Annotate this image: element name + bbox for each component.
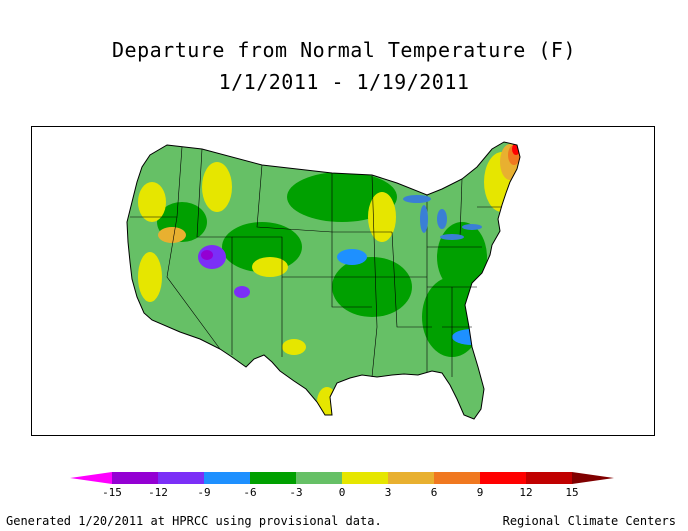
legend-tick-label: -6 (243, 486, 257, 499)
generated-note: Generated 1/20/2011 at HPRCC using provi… (6, 514, 382, 528)
map-date-range: 1/1/2011 - 1/19/2011 (218, 70, 470, 94)
legend-swatch (526, 472, 572, 484)
legend-tick-label: 0 (338, 486, 346, 499)
legend-swatch (434, 472, 480, 484)
legend-swatch (158, 472, 204, 484)
legend-swatch (204, 472, 250, 484)
map-title: Departure from Normal Temperature (F) (111, 38, 577, 62)
legend-tick-label: 9 (476, 486, 484, 499)
legend-swatch (112, 472, 158, 484)
legend-tick-label: -12 (148, 486, 168, 499)
great-lakes (403, 195, 482, 240)
legend-swatch-low (70, 472, 112, 484)
state-borders (130, 146, 502, 378)
legend-tick-label: 12 (519, 486, 533, 499)
color-legend (70, 472, 614, 484)
legend-tick-label: -15 (102, 486, 122, 499)
legend-swatch (388, 472, 434, 484)
us-outline (126, 141, 521, 420)
legend-swatch (480, 472, 526, 484)
legend-swatch (342, 472, 388, 484)
legend-swatch (250, 472, 296, 484)
legend-tick-label: -3 (289, 486, 303, 499)
legend-tick-label: 6 (430, 486, 438, 499)
legend-swatch (296, 472, 342, 484)
source-credit: Regional Climate Centers (502, 514, 676, 528)
legend-swatch-high (572, 472, 614, 484)
legend-tick-label: 3 (384, 486, 392, 499)
legend-tick-label: 15 (565, 486, 579, 499)
us-temperature-departure-map (126, 141, 521, 420)
map-frame (31, 126, 655, 436)
legend-tick-label: -9 (197, 486, 211, 499)
